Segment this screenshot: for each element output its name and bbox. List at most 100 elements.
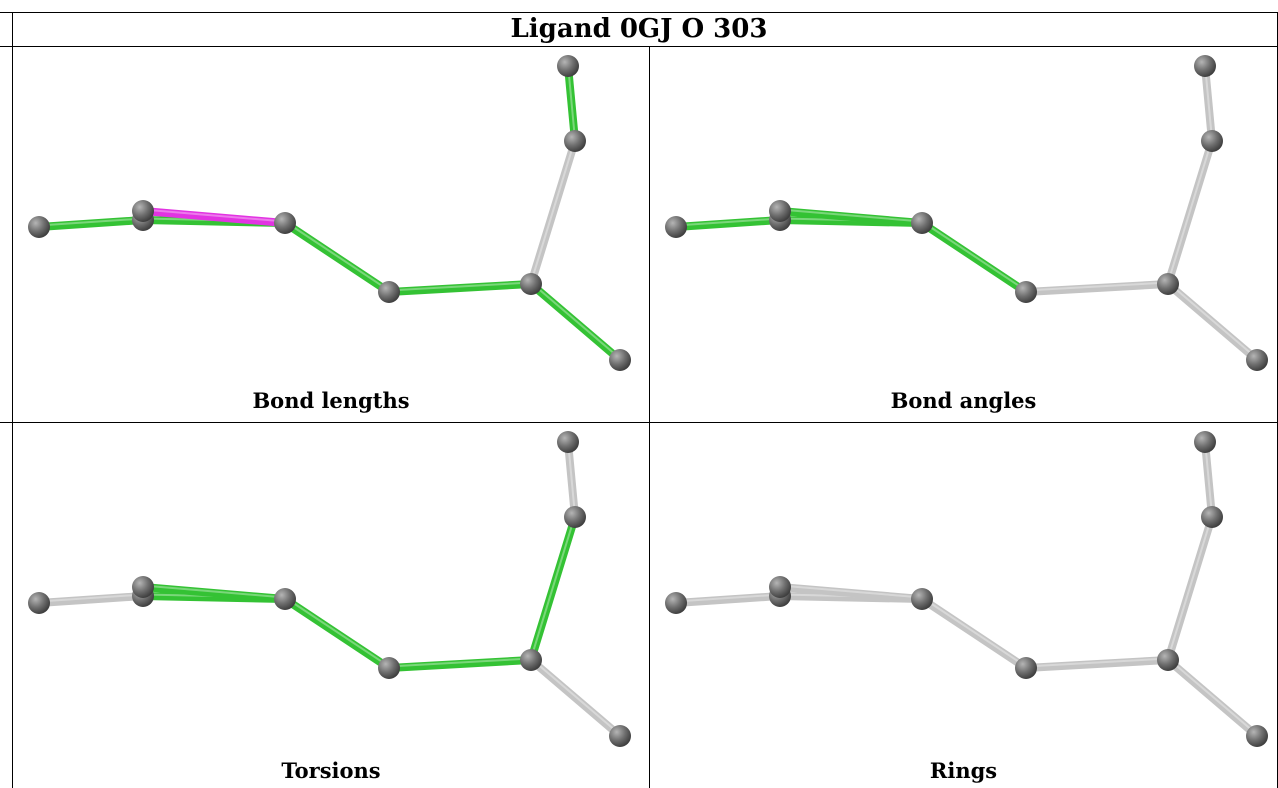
- bond-3-ok: [281, 595, 393, 672]
- bond-5-ok: [527, 513, 579, 664]
- panel-bond-lengths: Bond lengths: [13, 47, 649, 422]
- atom-0: [665, 592, 687, 614]
- atom-5: [1157, 273, 1179, 295]
- bond-0-ok: [35, 216, 147, 231]
- bond-highlight-7: [567, 440, 576, 516]
- atom-7: [564, 506, 586, 528]
- bond-7-ok: [564, 62, 579, 145]
- bond-highlight-4: [1025, 281, 1169, 292]
- bond-4-neutral: [1022, 280, 1172, 296]
- bond-highlight-6: [530, 657, 621, 736]
- atom-4: [378, 657, 400, 679]
- bond-highlight-3: [921, 596, 1027, 668]
- bond-3-ok: [918, 219, 1030, 296]
- molecule-view-rings: [665, 431, 1268, 747]
- bond-0-neutral: [672, 592, 784, 607]
- bond-highlight-6: [1167, 657, 1258, 736]
- bond-highlight-2: [142, 584, 286, 599]
- bond-4-neutral: [1022, 656, 1172, 672]
- bond-0-neutral: [35, 592, 147, 607]
- row-divider: [0, 422, 1278, 423]
- atom-8: [1194, 55, 1216, 77]
- atom-2: [132, 576, 154, 598]
- atom-0: [28, 592, 50, 614]
- bond-2-neutral: [776, 583, 926, 603]
- bond-highlight-6: [1167, 281, 1258, 360]
- bond-highlight-5: [1167, 139, 1213, 283]
- atom-3: [911, 212, 933, 234]
- left-border: [12, 12, 13, 788]
- bond-highlight-5: [530, 515, 576, 659]
- bond-0-ok: [672, 216, 784, 231]
- atom-3: [274, 212, 296, 234]
- bond-2-ok: [776, 207, 926, 227]
- panel-torsions: Torsions: [13, 423, 649, 788]
- bond-3-neutral: [918, 595, 1030, 672]
- bond-6-ok: [527, 280, 624, 364]
- bond-6-neutral: [1164, 656, 1261, 740]
- bond-highlight-7: [1204, 64, 1213, 140]
- bond-6-neutral: [527, 656, 624, 740]
- atom-0: [665, 216, 687, 238]
- bond-highlight-3: [921, 220, 1027, 292]
- bond-7-neutral: [1201, 438, 1216, 521]
- bond-highlight-0: [675, 217, 781, 227]
- bond-4-ok: [385, 656, 535, 672]
- bond-highlight-0: [675, 593, 781, 603]
- molecule-view-torsions: [28, 431, 631, 747]
- bond-highlight-3: [284, 596, 390, 668]
- bond-highlight-2: [142, 208, 286, 223]
- atom-5: [520, 273, 542, 295]
- bond-7-neutral: [1201, 62, 1216, 145]
- column-divider: [649, 46, 650, 788]
- bond-highlight-0: [38, 217, 144, 227]
- bond-highlight-6: [530, 281, 621, 360]
- atom-2: [769, 576, 791, 598]
- atom-8: [557, 431, 579, 453]
- bond-6-neutral: [1164, 280, 1261, 364]
- title-bottom-border: [0, 46, 1278, 47]
- atom-0: [28, 216, 50, 238]
- atom-4: [378, 281, 400, 303]
- bond-5-neutral: [527, 137, 579, 288]
- atom-5: [520, 649, 542, 671]
- bond-highlight-7: [1204, 440, 1213, 516]
- bond-highlight-4: [1025, 657, 1169, 668]
- atom-2: [769, 200, 791, 222]
- bond-2-outlier: [139, 207, 289, 227]
- atom-2: [132, 200, 154, 222]
- bond-7-neutral: [564, 438, 579, 521]
- bond-highlight-4: [388, 657, 532, 668]
- bond-highlight-2: [779, 208, 923, 223]
- bond-highlight-7: [567, 64, 576, 140]
- atom-6: [609, 725, 631, 747]
- atom-5: [1157, 649, 1179, 671]
- atom-4: [1015, 657, 1037, 679]
- atom-7: [564, 130, 586, 152]
- bond-4-ok: [385, 280, 535, 296]
- bond-5-neutral: [1164, 137, 1216, 288]
- caption-torsions: Torsions: [281, 758, 381, 783]
- bond-5-neutral: [1164, 513, 1216, 664]
- atom-8: [557, 55, 579, 77]
- bond-highlight-2: [779, 584, 923, 599]
- title-top-border: [0, 12, 1278, 13]
- bond-3-ok: [281, 219, 393, 296]
- bond-highlight-5: [1167, 515, 1213, 659]
- caption-rings: Rings: [929, 758, 998, 783]
- bond-highlight-5: [530, 139, 576, 283]
- atom-8: [1194, 431, 1216, 453]
- panel-rings: Rings: [650, 423, 1277, 788]
- caption-bond-angles: Bond angles: [890, 388, 1037, 413]
- caption-bond-lengths: Bond lengths: [252, 388, 410, 413]
- molecule-view-bond-lengths: [28, 55, 631, 371]
- bond-highlight-0: [38, 593, 144, 603]
- atom-3: [274, 588, 296, 610]
- atom-6: [1246, 349, 1268, 371]
- bond-highlight-3: [284, 220, 390, 292]
- atom-6: [1246, 725, 1268, 747]
- figure-title: Ligand 0GJ O 303: [510, 14, 768, 44]
- atom-7: [1201, 130, 1223, 152]
- bond-highlight-4: [388, 281, 532, 292]
